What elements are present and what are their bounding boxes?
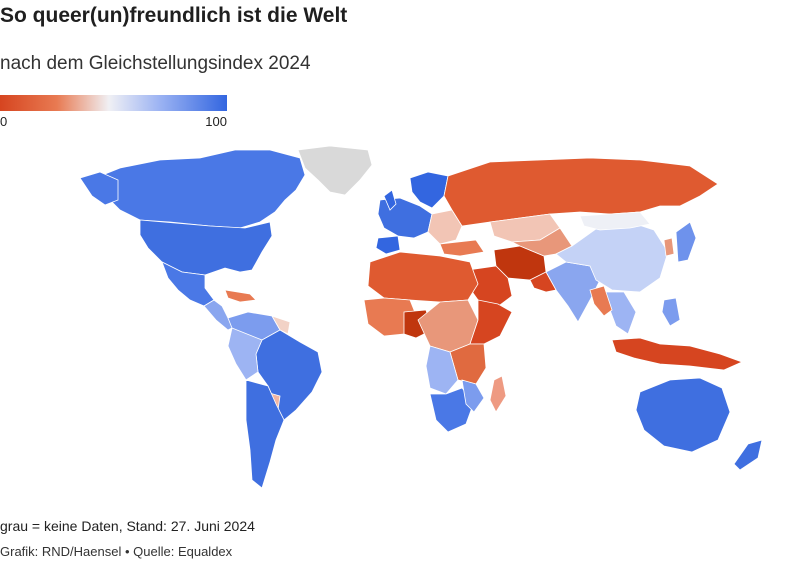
region-madagascar[interactable]: [489, 375, 507, 413]
region-iberia[interactable]: [375, 235, 401, 255]
region-philippines[interactable]: [661, 297, 681, 327]
region-russia[interactable]: [443, 157, 719, 227]
region-myanmar[interactable]: [589, 285, 613, 317]
no-data-note: grau = keine Daten, Stand: 27. Juni 2024: [0, 518, 255, 534]
region-mozambique[interactable]: [461, 379, 485, 413]
color-legend: 0 100: [0, 95, 227, 132]
legend-gradient-bar: [0, 95, 227, 111]
region-guianas[interactable]: [271, 315, 291, 335]
region-greenland[interactable]: [297, 145, 373, 196]
region-indonesia[interactable]: [611, 337, 744, 371]
region-australia[interactable]: [635, 377, 731, 453]
region-pakistan-afghanistan[interactable]: [529, 271, 557, 293]
region-canada[interactable]: [94, 149, 306, 229]
region-southern-africa[interactable]: [429, 387, 475, 433]
region-caribbean[interactable]: [224, 289, 257, 303]
legend-min-label: 0: [0, 114, 8, 129]
region-argentina-chile[interactable]: [245, 379, 285, 489]
source-credit: Grafik: RND/Haensel • Quelle: Equaldex: [0, 544, 233, 559]
region-japan[interactable]: [675, 221, 697, 263]
chart-subtitle: nach dem Gleichstellungsindex 2024: [0, 53, 311, 74]
chart-title: So queer(un)freundlich ist die Welt: [0, 4, 348, 27]
region-north-africa[interactable]: [367, 251, 479, 303]
region-new-zealand[interactable]: [733, 439, 763, 471]
region-korea[interactable]: [663, 237, 675, 257]
region-peru-bolivia[interactable]: [227, 327, 263, 381]
region-horn-of-africa[interactable]: [469, 299, 513, 345]
region-usa[interactable]: [139, 219, 273, 276]
region-mongolia[interactable]: [579, 211, 651, 231]
region-scandinavia[interactable]: [409, 171, 449, 209]
region-uk[interactable]: [383, 189, 397, 211]
world-map: [79, 145, 763, 489]
legend-max-label: 100: [205, 114, 227, 129]
region-turkey[interactable]: [439, 239, 485, 257]
region-alaska[interactable]: [79, 171, 119, 206]
